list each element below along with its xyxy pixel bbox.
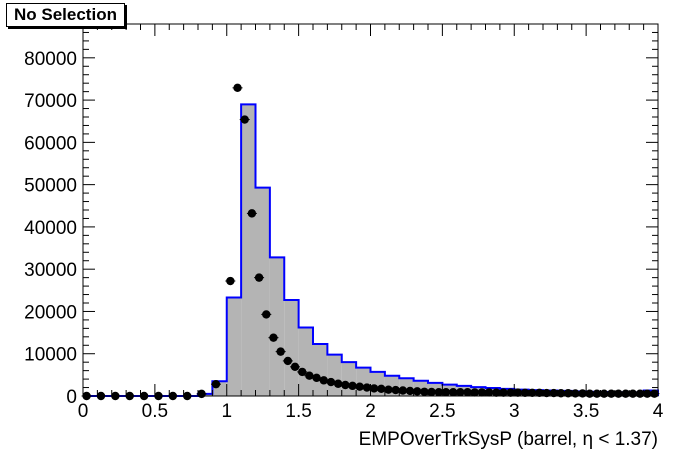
data-point — [275, 347, 286, 356]
y-tick-label: 60000 — [24, 133, 77, 154]
data-point — [325, 377, 336, 387]
y-tick-label: 80000 — [24, 49, 77, 70]
histogram-bar — [284, 300, 299, 396]
data-point — [311, 373, 322, 383]
y-tick-label: 0 — [66, 387, 77, 408]
y-tick-label: 70000 — [24, 91, 77, 112]
x-tick-label: 2.5 — [429, 401, 455, 422]
histogram-bar — [341, 362, 357, 396]
histogram-bar — [226, 297, 242, 396]
y-tick-label: 10000 — [24, 345, 77, 366]
data-point — [318, 376, 329, 385]
plot-frame — [83, 24, 658, 396]
histogram-bar — [241, 104, 256, 397]
data-point — [297, 367, 308, 377]
data-point — [304, 371, 315, 380]
x-axis-ticks: 0 0.5 1 1.5 2 2.5 3 3.5 4 — [78, 24, 664, 422]
data-point — [246, 209, 257, 218]
x-axis-title: EMPOverTrkSysP (barrel, η < 1.37) — [359, 429, 658, 450]
histogram-bar — [298, 327, 313, 396]
data-point — [254, 273, 265, 282]
y-tick-label: 40000 — [24, 218, 77, 239]
data-point — [268, 333, 279, 342]
histogram-bar — [255, 187, 270, 396]
chart-title: No Selection — [6, 3, 125, 27]
histogram-bar — [269, 257, 285, 396]
x-tick-label: 1.5 — [285, 401, 311, 422]
y-tick-label: 30000 — [24, 260, 77, 281]
data-point — [210, 379, 221, 389]
x-tick-label: 3 — [509, 401, 520, 422]
y-tick-label: 50000 — [24, 176, 77, 197]
histogram-bar — [313, 344, 328, 396]
x-tick-label: 1 — [221, 401, 232, 422]
x-tick-label: 4 — [653, 401, 664, 422]
x-tick-label: 3.5 — [573, 401, 599, 422]
data-point — [239, 115, 250, 124]
data-point — [282, 356, 293, 366]
data-point — [290, 362, 301, 372]
data-point — [232, 83, 243, 93]
y-axis-ticks: 0 10000 20000 30000 40000 50000 60000 70000 8000… — [24, 23, 658, 408]
x-tick-label: 2 — [365, 401, 376, 422]
x-tick-label: 0 — [78, 401, 89, 422]
histogram-bar — [327, 354, 342, 396]
data-point — [225, 276, 236, 286]
histogram-bar — [356, 367, 371, 396]
x-tick-label: 0.5 — [142, 401, 168, 422]
data-point — [261, 310, 272, 319]
y-tick-label: 20000 — [24, 302, 77, 323]
